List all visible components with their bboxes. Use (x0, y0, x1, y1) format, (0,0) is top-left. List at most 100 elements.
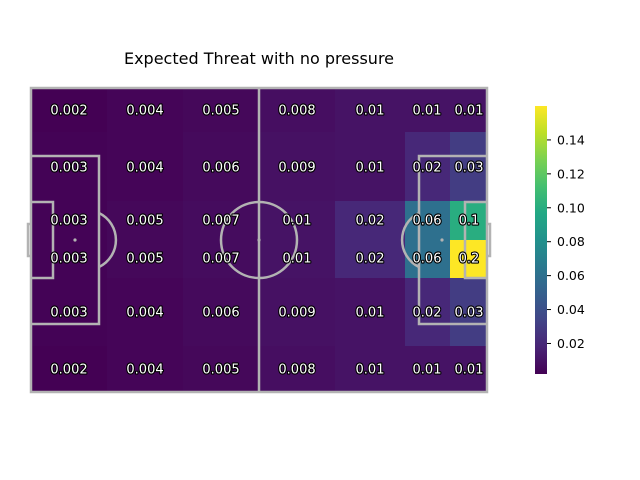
heatmap-cell (183, 88, 259, 132)
heatmap-cell (31, 240, 107, 278)
heatmap-cell (183, 346, 259, 392)
left-penalty-box (31, 154, 101, 326)
heatmap-cell (31, 278, 107, 346)
colorbar-tick-label: 0.14 (557, 132, 585, 147)
heatmap-cell (335, 132, 405, 201)
heatmap-cell (259, 88, 335, 132)
cell-value-label: 0.02 (413, 306, 442, 321)
cell-value-label: 0.02 (356, 252, 385, 267)
cell-value-label: 0.01 (413, 104, 442, 119)
colorbar-tick-label: 0.02 (557, 336, 585, 351)
cell-value-label: 0.005 (202, 104, 239, 119)
heatmap-cell (183, 278, 259, 346)
right-goal (487, 222, 492, 258)
heatmap-cell (259, 278, 335, 346)
heatmap-cell (335, 278, 405, 346)
heatmap-cell (405, 132, 450, 201)
heatmap-cell (107, 88, 183, 132)
cell-value-label: 0.004 (126, 161, 163, 176)
heatmap-cell (107, 346, 183, 392)
cell-value-label: 0.009 (278, 161, 315, 176)
centre-circle (219, 200, 299, 280)
heatmap (31, 88, 487, 392)
heatmap-cell (259, 132, 335, 201)
heatmap-cell (450, 88, 487, 132)
cell-value-label: 0.005 (126, 214, 163, 229)
heatmap-cell (405, 278, 450, 346)
cell-value-label: 0.06 (413, 252, 442, 267)
colorbar-tick-label: 0.08 (557, 234, 585, 249)
heatmap-cell (107, 132, 183, 201)
left-penalty-arc (98, 211, 118, 269)
cell-value-label: 0.005 (202, 363, 239, 378)
heatmap-cell (183, 132, 259, 201)
cell-value-label: 0.01 (356, 161, 385, 176)
cell-value-label: 0.002 (50, 363, 87, 378)
cell-value-label: 0.01 (455, 363, 484, 378)
cell-value-label: 0.01 (455, 104, 484, 119)
pitch-markings (26, 86, 492, 394)
cell-value-label: 0.006 (202, 161, 239, 176)
heatmap-cell (107, 278, 183, 346)
left-goal (26, 222, 31, 258)
right-six-yard-box (463, 200, 487, 280)
cell-value-label: 0.008 (278, 104, 315, 119)
cell-value-label: 0.01 (356, 306, 385, 321)
cell-value-label: 0.1 (459, 214, 480, 229)
colorbar-tick-label: 0.10 (557, 200, 585, 215)
cell-value-label: 0.01 (413, 363, 442, 378)
colorbar-tick-label: 0.04 (557, 302, 585, 317)
colorbar-gradient (535, 106, 547, 374)
cell-value-label: 0.003 (50, 252, 87, 267)
cell-value-label: 0.003 (50, 306, 87, 321)
right-penalty-arc (400, 211, 420, 269)
cell-value-label: 0.01 (356, 363, 385, 378)
cell-value-label: 0.03 (455, 306, 484, 321)
cell-value-label: 0.007 (202, 252, 239, 267)
heatmap-cell (335, 88, 405, 132)
heatmap-cell (335, 346, 405, 392)
heatmap-cell (405, 240, 450, 278)
right-penalty-spot (440, 238, 444, 242)
cell-value-label: 0.009 (278, 306, 315, 321)
heatmap-cell (259, 346, 335, 392)
heatmap-cell (450, 278, 487, 346)
cell-value-label: 0.06 (413, 214, 442, 229)
heatmap-cell (405, 201, 450, 240)
cell-value-label: 0.004 (126, 306, 163, 321)
colorbar: 0.02 0.04 0.06 0.08 0.10 0.12 0.14 (535, 106, 585, 374)
heatmap-cell (31, 201, 107, 240)
heatmap-cell (335, 240, 405, 278)
left-six-yard-box (31, 200, 55, 280)
heatmap-cell (450, 240, 487, 278)
cell-value-label: 0.002 (50, 104, 87, 119)
heatmap-cell (450, 346, 487, 392)
cell-value-label: 0.02 (413, 161, 442, 176)
heatmap-cell (335, 201, 405, 240)
cell-value-label: 0.003 (50, 214, 87, 229)
colorbar-tick-label: 0.06 (557, 268, 585, 283)
cell-value-label: 0.005 (126, 252, 163, 267)
cell-value-label: 0.006 (202, 306, 239, 321)
chart-title: Expected Threat with no pressure (124, 49, 394, 68)
cell-value-label: 0.01 (356, 104, 385, 119)
cell-value-label: 0.007 (202, 214, 239, 229)
heatmap-cell (450, 201, 487, 240)
cell-value-label: 0.01 (283, 214, 312, 229)
heatmap-cell (107, 201, 183, 240)
heatmap-cell (31, 346, 107, 392)
cell-value-label: 0.004 (126, 363, 163, 378)
heatmap-cell (450, 132, 487, 201)
heatmap-cell (31, 132, 107, 201)
cell-value-label: 0.03 (455, 161, 484, 176)
centre-spot (257, 238, 261, 242)
cell-value-label: 0.02 (356, 214, 385, 229)
cell-value-label: 0.003 (50, 161, 87, 176)
heatmap-cell (405, 88, 450, 132)
colorbar-tick-label: 0.12 (557, 166, 585, 181)
heatmap-cell (31, 88, 107, 132)
heatmap-cell (405, 346, 450, 392)
cell-value-label: 0.2 (459, 252, 480, 267)
cell-labels: 0.002 0.004 0.005 0.008 0.01 0.01 0.01 0.003 0.0… (49, 102, 484, 378)
